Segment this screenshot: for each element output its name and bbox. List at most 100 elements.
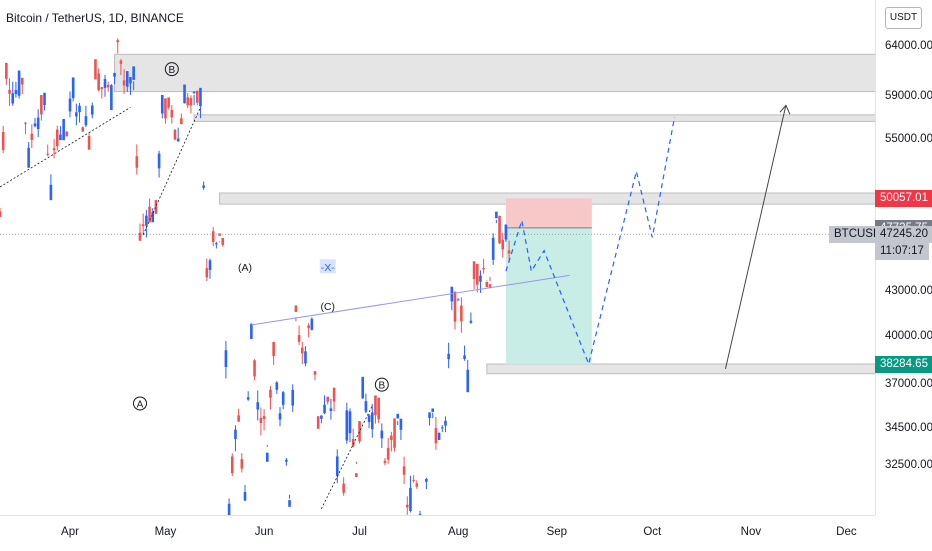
candle-body: [68, 98, 72, 112]
chart-area[interactable]: A B (A) -X- (C) B Bitcoin / TetherUS, 1D, BIN…: [0, 0, 875, 515]
candle-body: [0, 211, 2, 217]
candle-body: [75, 112, 78, 117]
x-wave-line: [251, 274, 570, 326]
candle-body: [110, 85, 113, 111]
candle-body: [304, 351, 307, 364]
candle-body: [125, 71, 129, 87]
candle-body: [173, 129, 177, 140]
time-tick-label: May: [154, 526, 177, 538]
candle-body: [316, 416, 320, 429]
candle-body: [14, 90, 18, 95]
candle-body: [176, 138, 180, 142]
wave-label: (A): [238, 262, 252, 274]
candle-body: [288, 500, 291, 507]
candle-body: [491, 237, 495, 260]
candle-body: [122, 80, 126, 86]
price-tick-label: 40000.00: [885, 330, 932, 343]
candle-body: [402, 466, 406, 475]
candle-body: [412, 479, 415, 481]
candle-body: [374, 395, 377, 416]
a-wave-line: [0, 107, 131, 188]
candle-body: [262, 416, 266, 420]
time-axis[interactable]: Apr May Jun Jul Aug Sep Oct Nov Dec: [0, 515, 875, 551]
candle-body: [259, 417, 263, 424]
candle-body: [380, 430, 384, 439]
candle-body: [428, 412, 431, 419]
wave-label: B: [378, 381, 385, 392]
candle-body: [84, 116, 88, 126]
chart-title[interactable]: Bitcoin / TetherUS, 1D, BINANCE: [6, 11, 184, 25]
candle-body: [396, 413, 400, 419]
candle-body: [100, 87, 104, 90]
wave-label: A: [137, 399, 144, 410]
candle-body: [145, 215, 148, 226]
candle-body: [36, 117, 40, 130]
candle-body: [186, 97, 190, 106]
candle-body: [335, 456, 339, 476]
resistance-zone: [486, 363, 875, 375]
price-tick-label: 37000.00: [885, 378, 932, 391]
candle-body: [227, 503, 231, 515]
candle-body: [383, 460, 387, 464]
wave-label-circle: [133, 396, 147, 411]
candle-body: [27, 147, 30, 168]
candle-body: [281, 392, 285, 405]
candle-body: [307, 325, 310, 329]
candle-body: [495, 211, 498, 219]
candle-body: [418, 514, 422, 515]
price-tag-last: 47245.20: [875, 226, 932, 244]
candle-body: [351, 438, 355, 447]
time-tick-label: Dec: [836, 526, 857, 538]
candle-body: [43, 92, 46, 106]
target-arrow: [724, 105, 787, 369]
time-tick-label: Apr: [61, 526, 79, 538]
candle-body: [132, 66, 135, 80]
take-profit-zone: [505, 227, 592, 365]
candle-body: [405, 504, 409, 508]
candle-body: [326, 396, 330, 402]
candle-body: [90, 105, 94, 115]
candle-body: [265, 452, 269, 462]
candle-body: [151, 212, 155, 223]
candle-body: [431, 408, 435, 412]
candle-body: [55, 129, 59, 147]
b2-wave-line: [321, 405, 373, 510]
candle-body: [323, 404, 326, 414]
candles: [0, 38, 511, 515]
candle-body: [415, 483, 419, 487]
candle-body: [253, 360, 256, 377]
price-tick-label: 34500.00: [885, 421, 932, 434]
candle-body: [393, 418, 396, 448]
price-tick-label: 55000.00: [885, 133, 932, 146]
candle-body: [205, 268, 209, 278]
candle-body: [71, 77, 75, 99]
candle-body: [17, 70, 21, 96]
price-tag-resistance: 50057.01: [875, 190, 932, 208]
candle-body: [246, 397, 250, 400]
candle-body: [460, 305, 463, 322]
wave-label: -X-: [321, 262, 336, 274]
candle-body: [154, 200, 158, 214]
candle-body: [329, 408, 333, 412]
price-chart[interactable]: A B (A) -X- (C) B: [0, 0, 875, 515]
candle-body: [434, 428, 438, 444]
candle-body: [119, 60, 123, 64]
candle-body: [250, 323, 253, 340]
candle-body: [234, 429, 237, 440]
candle-body: [463, 355, 466, 360]
countdown-tag: 11:07:17: [875, 243, 929, 261]
candle-body: [291, 389, 295, 406]
candle-body: [278, 413, 282, 420]
wave-label-circle: [164, 62, 179, 77]
candle-body: [479, 275, 482, 282]
candle-body: [437, 432, 441, 441]
candle-body: [504, 224, 508, 240]
candle-body: [367, 415, 371, 423]
candle-body: [183, 84, 186, 104]
currency-button[interactable]: USDT: [885, 7, 922, 29]
candle-body: [192, 91, 196, 94]
time-tick-label: Nov: [740, 526, 762, 538]
candle-body: [485, 281, 489, 288]
candle-body: [409, 487, 412, 512]
candle-body: [5, 62, 8, 79]
